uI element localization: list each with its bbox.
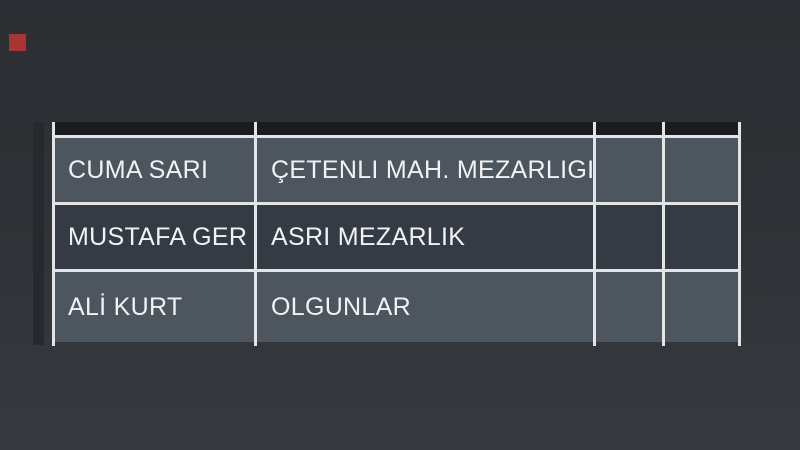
grid-line-vertical-left-border <box>52 122 55 346</box>
table-row: CUMA SARI ÇETENLI MAH. MEZARLIGI <box>55 138 738 202</box>
cell-empty[interactable] <box>665 138 738 202</box>
cell-empty[interactable] <box>665 205 738 269</box>
cell-name[interactable]: CUMA SARI <box>68 155 209 184</box>
adjacent-column-sliver <box>33 122 44 345</box>
data-table: CUMA SARI ÇETENLI MAH. MEZARLIGI MUSTAFA… <box>52 122 741 346</box>
cell-empty[interactable] <box>596 272 662 342</box>
grid-line-vertical-col2 <box>593 122 596 346</box>
red-square-marker <box>9 34 26 51</box>
cell-empty[interactable] <box>596 138 662 202</box>
grid-line-vertical-right-border <box>738 122 741 346</box>
table-header-row-cutoff <box>55 122 738 135</box>
cell-location[interactable]: ÇETENLI MAH. MEZARLIGI <box>271 155 593 184</box>
table-row: MUSTAFA GER ASRI MEZARLIK <box>55 205 738 269</box>
cell-name[interactable]: ALİ KURT <box>68 292 183 321</box>
cell-name[interactable]: MUSTAFA GER <box>68 222 248 251</box>
grid-line-horizontal-2 <box>52 202 741 205</box>
grid-line-vertical-col3 <box>662 122 665 346</box>
grid-line-horizontal-3 <box>52 269 741 272</box>
table-row: ALİ KURT OLGUNLAR <box>55 272 738 342</box>
grid-line-vertical-col1 <box>254 122 257 346</box>
cell-location[interactable]: OLGUNLAR <box>271 292 411 321</box>
grid-line-horizontal-1 <box>52 135 741 138</box>
cell-empty[interactable] <box>665 272 738 342</box>
cell-location[interactable]: ASRI MEZARLIK <box>271 222 466 251</box>
cell-empty[interactable] <box>596 205 662 269</box>
